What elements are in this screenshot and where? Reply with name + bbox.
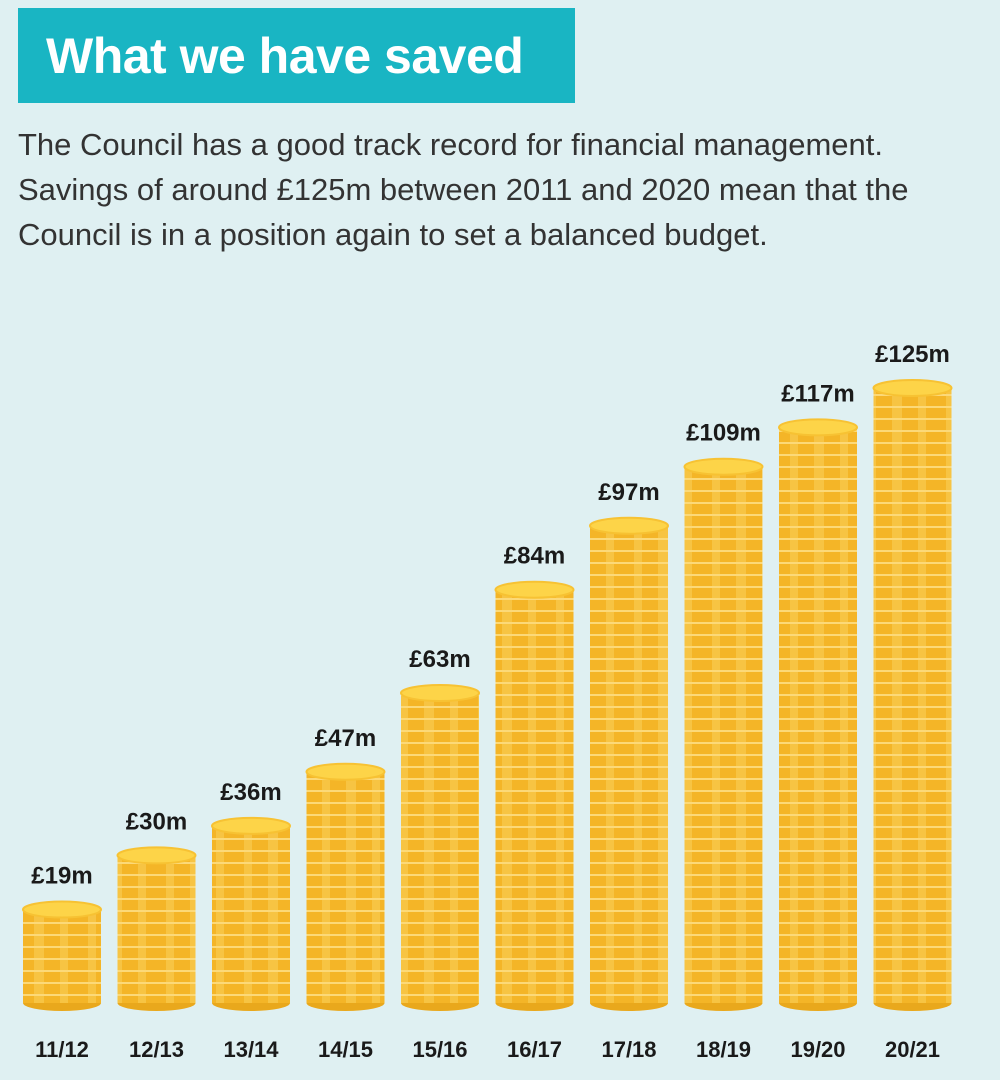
coin-stack [684,466,763,1004]
value-label: £125m [875,341,950,368]
coin-stack [590,525,668,1003]
coin-stack-top [494,580,575,599]
value-label: £97m [598,479,659,506]
value-label: £109m [686,420,761,447]
coin-stack-top [872,379,953,397]
x-tick-label: 11/12 [35,1037,89,1062]
coin-stack [23,909,101,1003]
coin-stack [212,825,290,1003]
x-tick-label: 13/14 [223,1037,279,1062]
x-tick-label: 14/15 [318,1037,373,1062]
value-label: £63m [409,646,470,673]
value-label: £84m [504,543,565,570]
title-box: What we have saved [18,8,575,103]
x-tick-label: 17/18 [601,1037,656,1062]
coin-stack-top [683,457,764,476]
x-tick-label: 16/17 [507,1037,562,1062]
chart-title: What we have saved [46,27,524,84]
x-tick-label: 19/20 [790,1037,845,1062]
coin-stack [873,388,952,1003]
coin-stack [779,427,857,1003]
coin-stack-top [589,516,669,535]
coin-stack [306,771,385,1003]
coin-stack-top [305,762,386,781]
value-label: £19m [31,863,92,890]
coin-stack-top [778,418,858,437]
chart-subtitle: The Council has a good track record for … [18,127,909,252]
coin-stack-top [22,900,102,919]
coin-stack [117,855,196,1003]
coin-stack [495,589,574,1003]
value-label: £117m [781,380,854,407]
x-tick-label: 20/21 [885,1037,940,1062]
coin-stack-top [211,816,291,835]
value-label: £30m [126,808,187,835]
x-tick-label: 12/13 [129,1037,184,1062]
coin-stack-top [400,684,480,703]
value-label: £47m [315,725,376,752]
coin-stack-top [116,846,197,865]
coin-stack [401,693,479,1003]
value-label: £36m [220,779,281,806]
x-tick-label: 15/16 [412,1037,467,1062]
x-tick-label: 18/19 [696,1037,751,1062]
